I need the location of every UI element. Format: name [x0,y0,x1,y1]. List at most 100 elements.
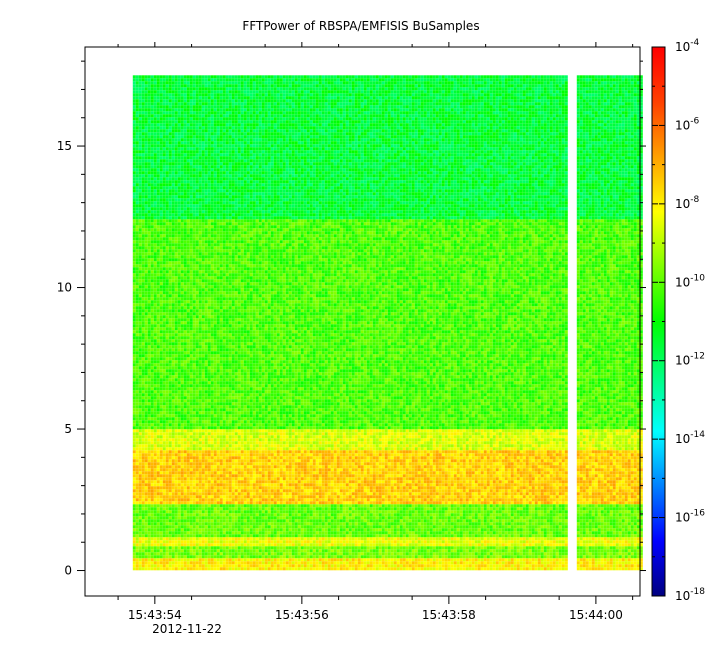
spectrogram-cell [556,141,559,144]
spectrogram-cell [436,75,439,78]
spectrogram-cell [304,129,307,132]
spectrogram-cell [520,87,523,90]
spectrogram-cell [460,144,463,147]
spectrogram-cell [208,132,211,135]
spectrogram-cell [586,114,589,117]
spectrogram-cell [625,78,628,81]
spectrogram-cell [406,111,409,114]
spectrogram-cell [583,126,586,129]
spectrogram-cell [382,135,385,138]
spectrogram-cell [424,99,427,102]
spectrogram-cell [598,150,601,153]
spectrogram-cell [553,156,556,159]
spectrogram-cell [445,105,448,108]
spectrogram-cell [592,138,595,141]
spectrogram-cell [133,105,136,108]
spectrogram-cell [304,141,307,144]
spectrogram-cell [616,105,619,108]
spectrogram-cell [184,87,187,90]
spectrogram-cell [187,144,190,147]
spectrogram-cell [424,84,427,87]
spectrogram-cell [367,120,370,123]
spectrogram-cell [340,129,343,132]
spectrogram-cell [355,141,358,144]
spectrogram-cell [631,117,634,120]
spectrogram-cell [406,90,409,93]
spectrogram-cell [391,78,394,81]
spectrogram-cell [268,117,271,120]
spectrogram-cell [322,90,325,93]
spectrogram-cell [208,159,211,162]
spectrogram-cell [532,141,535,144]
spectrogram-cell [526,75,529,78]
spectrogram-cell [148,117,151,120]
spectrogram-cell [142,129,145,132]
spectrogram-cell [493,93,496,96]
spectrogram-cell [226,129,229,132]
spectrogram-cell [244,90,247,93]
spectrogram-cell [376,147,379,150]
spectrogram-cell [373,153,376,156]
spectrogram-cell [298,159,301,162]
spectrogram-cell [370,78,373,81]
spectrogram-cell [355,159,358,162]
spectrogram-cell [268,132,271,135]
spectrogram-cell [184,159,187,162]
spectrogram-cell [559,120,562,123]
spectrogram-cell [214,135,217,138]
spectrogram-cell [508,78,511,81]
spectrogram-cell [238,129,241,132]
spectrogram-cell [619,141,622,144]
spectrogram-cell [313,126,316,129]
spectrogram-cell [295,138,298,141]
spectrogram-cell [382,81,385,84]
spectrogram-cell [298,114,301,117]
spectrogram-cell [376,144,379,147]
spectrogram-cell [241,123,244,126]
spectrogram-cell [244,156,247,159]
spectrogram-cell [541,99,544,102]
spectrogram-cell [559,78,562,81]
spectrogram-cell [268,102,271,105]
spectrogram-cell [184,126,187,129]
spectrogram-cell [226,102,229,105]
spectrogram-cells [133,75,643,570]
spectrogram-cell [406,108,409,111]
spectrogram-cell [460,93,463,96]
spectrogram-cell [418,114,421,117]
spectrogram-cell [613,144,616,147]
spectrogram-cell [559,132,562,135]
spectrogram-cell [307,156,310,159]
spectrogram-cell [217,117,220,120]
spectrogram-cell [499,141,502,144]
spectrogram-cell [358,75,361,78]
spectrogram-cell [424,120,427,123]
spectrogram-cell [544,141,547,144]
spectrogram-cell [418,129,421,132]
spectrogram-cell [175,138,178,141]
spectrogram-cell [631,150,634,153]
spectrogram-cell [244,111,247,114]
spectrogram-cell [151,99,154,102]
spectrogram-cell [403,153,406,156]
spectrogram-cell [292,90,295,93]
spectrogram-cell [409,123,412,126]
spectrogram-cell [277,162,280,165]
spectrogram-cell [292,105,295,108]
spectrogram-cell [355,117,358,120]
spectrogram-cell [307,120,310,123]
spectrogram-cell [544,156,547,159]
spectrogram-cell [631,90,634,93]
spectrogram-cell [133,123,136,126]
spectrogram-cell [223,129,226,132]
spectrogram-cell [601,93,604,96]
spectrogram-cell [220,75,223,78]
spectrogram-cell [145,123,148,126]
spectrogram-cell [592,150,595,153]
spectrogram-cell [148,108,151,111]
spectrogram-cell [148,120,151,123]
spectrogram-cell [454,102,457,105]
spectrogram-cell [625,147,628,150]
spectrogram-cell [427,123,430,126]
spectrogram-cell [457,111,460,114]
